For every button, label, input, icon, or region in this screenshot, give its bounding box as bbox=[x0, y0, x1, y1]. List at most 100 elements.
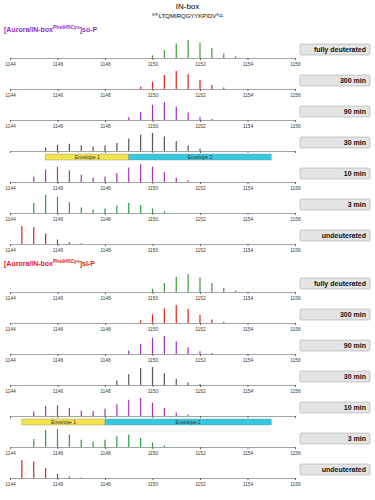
tick: 1152 bbox=[195, 478, 206, 487]
panel-label-box bbox=[300, 278, 370, 289]
peaks bbox=[141, 305, 224, 323]
peak bbox=[152, 209, 153, 214]
tick: 1146 bbox=[53, 292, 64, 301]
peak bbox=[188, 274, 189, 292]
peak bbox=[188, 382, 189, 385]
tick-label: 1156 bbox=[290, 450, 301, 456]
peak bbox=[104, 209, 105, 214]
tick: 1150 bbox=[148, 447, 159, 456]
tick: 1144 bbox=[5, 354, 16, 363]
peak bbox=[140, 368, 141, 385]
peak bbox=[45, 406, 46, 416]
tick-mark bbox=[248, 151, 249, 153]
panel: 1144114611481150115211541156undeuterated bbox=[5, 460, 370, 487]
peak bbox=[152, 443, 153, 448]
peak bbox=[188, 40, 189, 58]
tick: 1156 bbox=[290, 447, 301, 456]
tick: 1144 bbox=[5, 58, 16, 67]
tick-label: 1144 bbox=[5, 481, 16, 487]
panel: Envelope 1Envelope 230 min bbox=[11, 133, 371, 160]
peak bbox=[152, 105, 153, 120]
tick-label: 1150 bbox=[148, 185, 159, 191]
panel-label: 3 min bbox=[348, 201, 366, 208]
tick-label: 1152 bbox=[195, 481, 206, 487]
peak bbox=[69, 408, 70, 416]
peak bbox=[223, 54, 224, 59]
peak bbox=[235, 56, 236, 58]
tick bbox=[295, 151, 296, 153]
panel: 1144114611481150115211541156300 min bbox=[5, 71, 370, 98]
tick bbox=[248, 416, 249, 418]
panel: 1144114611481150115211541156300 min bbox=[5, 305, 370, 332]
tick-label: 1156 bbox=[290, 216, 301, 222]
x-axis: 1144114611481150115211541156 bbox=[5, 354, 301, 363]
tick: 1154 bbox=[243, 244, 254, 253]
section-label-sup: Phe945Cys bbox=[53, 258, 80, 264]
tick-label: 1148 bbox=[100, 247, 111, 253]
tick-label: 1148 bbox=[100, 61, 111, 67]
peak bbox=[140, 135, 141, 151]
panel: 114411461148115011521154115630 min bbox=[5, 367, 370, 394]
envelope-bar bbox=[22, 419, 105, 425]
tick-label: 1156 bbox=[290, 295, 301, 301]
tick-label: 1148 bbox=[100, 388, 111, 394]
tick-label: 1152 bbox=[195, 450, 206, 456]
tick: 1150 bbox=[148, 354, 159, 363]
peaks bbox=[153, 274, 236, 292]
tick-label: 1148 bbox=[100, 357, 111, 363]
x-axis: 1144114611481150115211541156 bbox=[5, 213, 301, 222]
peaks bbox=[22, 226, 81, 244]
panel-label-box bbox=[300, 340, 370, 351]
peak bbox=[93, 147, 94, 152]
panel-label: undeuterated bbox=[322, 232, 366, 239]
envelope-bar bbox=[105, 419, 271, 425]
tick-label: 1154 bbox=[243, 216, 254, 222]
tick bbox=[58, 151, 59, 153]
peak bbox=[33, 177, 34, 182]
peak bbox=[81, 175, 82, 182]
peak bbox=[128, 350, 129, 354]
tick-label: 1146 bbox=[53, 326, 64, 332]
x-axis bbox=[11, 416, 296, 418]
tick: 1144 bbox=[5, 385, 16, 394]
peak bbox=[104, 440, 105, 447]
peak bbox=[81, 411, 82, 416]
tick-label: 1148 bbox=[100, 450, 111, 456]
tick-label: 1150 bbox=[148, 92, 159, 98]
tick-label: 1152 bbox=[195, 185, 206, 191]
tick: 1154 bbox=[243, 58, 254, 67]
peak bbox=[140, 398, 141, 416]
panel-label-box bbox=[300, 168, 370, 179]
tick-label: 1144 bbox=[5, 185, 16, 191]
tick: 1146 bbox=[53, 182, 64, 191]
peak bbox=[176, 141, 177, 151]
x-axis: 1144114611481150115211541156 bbox=[5, 89, 301, 98]
tick: 1152 bbox=[195, 385, 206, 394]
peak bbox=[223, 322, 224, 323]
envelope-label: Envelope 2 bbox=[176, 419, 201, 425]
tick: 1156 bbox=[290, 213, 301, 222]
tick: 1152 bbox=[195, 447, 206, 456]
section-label-suffix: ]so-P bbox=[80, 26, 98, 34]
peak bbox=[57, 405, 58, 416]
tick-label: 1144 bbox=[5, 247, 16, 253]
tick: 1146 bbox=[53, 244, 64, 253]
peak bbox=[140, 344, 141, 354]
panel-label-box bbox=[300, 199, 370, 210]
tick: 1146 bbox=[53, 213, 64, 222]
peak bbox=[164, 102, 165, 120]
tick-label: 1150 bbox=[148, 216, 159, 222]
tick-label: 1150 bbox=[148, 247, 159, 253]
peak bbox=[116, 143, 117, 151]
peak bbox=[128, 434, 129, 447]
peak bbox=[69, 242, 70, 244]
peak bbox=[45, 234, 46, 244]
peak bbox=[81, 243, 82, 244]
section-label-main: [Aurora/IN-box bbox=[4, 260, 53, 268]
panel: 1144114611481150115211541156undeuterated bbox=[5, 226, 370, 253]
tick: 1154 bbox=[243, 354, 254, 363]
tick bbox=[105, 416, 106, 418]
panel-label-box bbox=[300, 106, 370, 117]
peak bbox=[128, 400, 129, 416]
tick: 1150 bbox=[148, 478, 159, 487]
